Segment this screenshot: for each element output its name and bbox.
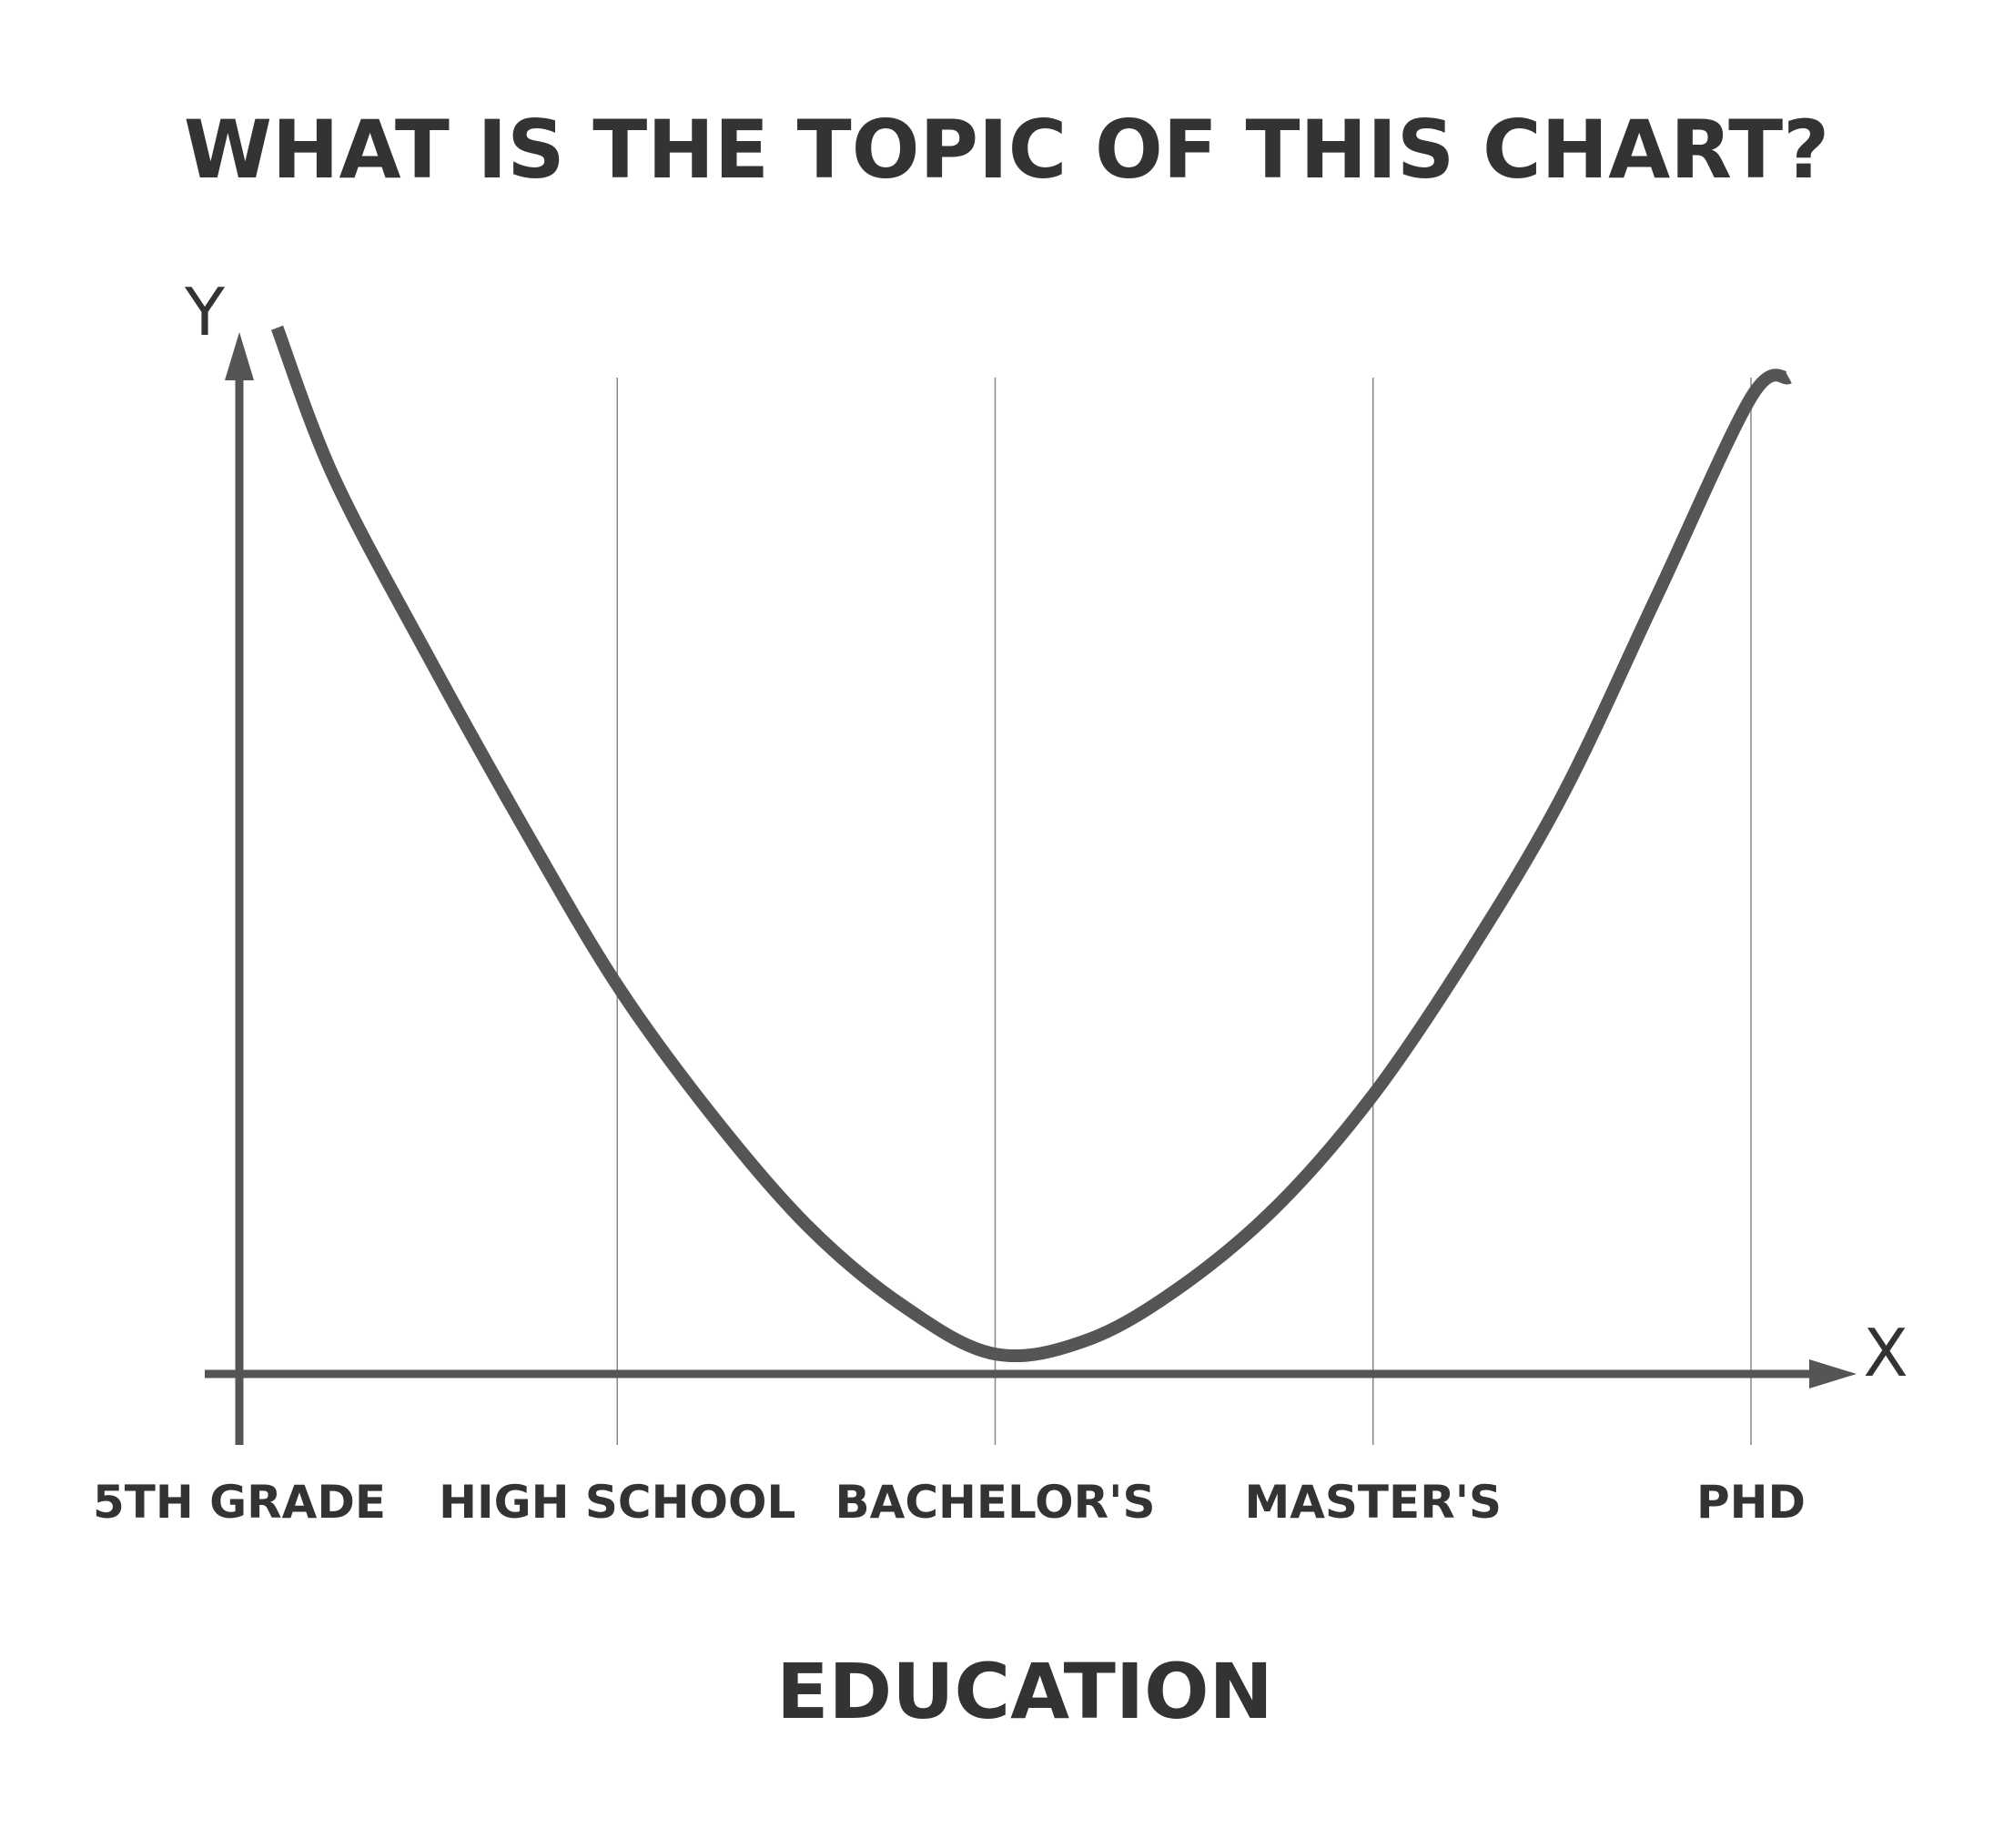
x-axis-letter: X — [1863, 1315, 1908, 1391]
axes — [205, 332, 1857, 1445]
x-axis-label: EDUCATION — [776, 1647, 1273, 1736]
x-tick-label-0: 5TH GRADE — [93, 1476, 386, 1529]
x-tick-label-1: HIGH SCHOOL — [439, 1476, 795, 1529]
chart-title: WHAT IS THE TOPIC OF THIS CHART? — [184, 103, 1829, 197]
x-tick-labels: 5TH GRADE HIGH SCHOOL BACHELOR'S MASTER'S PH… — [93, 1476, 1806, 1529]
grid-lines — [616, 378, 1752, 1445]
x-axis-arrow — [1809, 1359, 1857, 1389]
x-tick-label-3: MASTER'S — [1244, 1476, 1502, 1529]
x-tick-label-4: PHD — [1696, 1476, 1806, 1529]
series-layer — [270, 325, 1792, 1363]
x-tick-label-2: BACHELOR'S — [835, 1476, 1156, 1529]
y-axis-arrow — [225, 332, 254, 380]
series-line-0 — [270, 325, 1792, 1363]
y-axis-letter: Y — [184, 274, 226, 350]
